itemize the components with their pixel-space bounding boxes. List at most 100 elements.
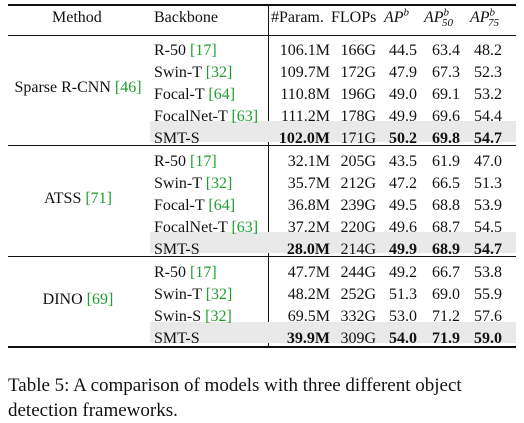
header-ap50: APb50 [424,6,454,30]
param-cell: 106.1M [279,42,330,59]
ap50-cell: 66.7 [432,264,460,281]
backbone-citation: [63] [231,219,259,236]
param-cell: 110.8M [280,86,330,103]
backbone-name: SMT-S [154,330,200,347]
backbone-name: FocalNet-T [154,108,228,125]
backbone-citation: [32] [205,286,233,303]
flops-cell: 252G [340,286,376,303]
table-caption: Table 5: A comparison of models with thr… [8,375,462,421]
header-ap75: APb75 [470,6,500,30]
flops-cell: 244G [340,264,376,281]
backbone-cell: Focal-T [64] [154,84,235,106]
table-top-rule [8,4,516,6]
flops-cell: 309G [340,330,376,347]
backbone-citation: [63] [231,108,259,125]
ap75-cell: 54.7 [474,241,502,258]
backbone-name: Swin-T [154,64,202,81]
param-cell: 39.9M [286,330,330,347]
ap-cell: 53.0 [389,308,417,325]
param-cell: 37.2M [287,219,330,236]
ap50-cell: 71.2 [432,308,460,325]
header-flops: FLOPs [331,9,377,26]
backbone-name: Swin-S [154,308,202,325]
ap50-cell: 69.0 [432,286,460,303]
ap75-cell: 48.2 [474,42,502,59]
param-cell: 36.8M [287,197,330,214]
ap-cell: 51.3 [389,286,417,303]
ap50-cell: 61.9 [432,153,460,170]
ap75-cell: 57.6 [474,308,502,325]
column-divider [268,5,269,347]
backbone-citation: [64] [208,86,236,103]
flops-cell: 171G [340,130,376,147]
backbone-citation: [32] [205,64,233,81]
backbone-cell: Focal-T [64] [154,195,235,217]
ap-cell: 47.9 [389,64,417,81]
method-dino: DINO [69] [42,291,114,308]
ap-cell: 49.9 [389,108,417,125]
header-backbone: Backbone [154,9,218,26]
backbone-name: Focal-T [154,197,205,214]
table-bottom-rule [8,346,516,348]
backbone-name: R-50 [154,42,186,59]
ap75-cell: 55.9 [474,286,502,303]
ap50-cell: 68.9 [432,241,460,258]
method-atss: ATSS [71] [43,190,112,207]
backbone-name: FocalNet-T [154,219,228,236]
highlight-smt-sparse [150,121,516,142]
method-sparse-rcnn: Sparse R-CNN [46] [14,79,142,96]
ap75-cell: 54.5 [474,219,502,236]
ap75-cell: 54.7 [474,130,502,147]
param-cell: 109.7M [279,64,330,81]
group-divider-1 [8,145,516,146]
ap-cell: 54.0 [389,330,417,347]
backbone-citation: [17] [190,264,217,281]
flops-cell: 166G [340,42,376,59]
backbone-citation: [64] [208,197,236,214]
flops-cell: 239G [340,197,376,214]
backbone-cell: R-50 [17] [154,40,217,62]
ap50-cell: 66.5 [432,175,460,192]
ap50-cell: 69.8 [432,130,460,147]
header-ap: APb [384,6,410,26]
backbone-citation: [32] [205,308,232,325]
flops-cell: 212G [340,175,376,192]
ap-cell: 49.5 [389,197,417,214]
flops-cell: 178G [340,108,376,125]
backbone-cell: FocalNet-T [63] [154,106,258,128]
backbone-cell: Swin-T [32] [154,62,232,84]
ap75-cell: 59.0 [474,330,502,347]
ap50-cell: 68.7 [432,219,460,236]
ap75-cell: 53.9 [474,197,502,214]
ap75-cell: 47.0 [474,153,502,170]
backbone-cell: R-50 [17] [154,151,217,173]
param-cell: 47.7M [287,264,330,281]
ap50-cell: 69.6 [432,108,460,125]
backbone-name: SMT-S [154,241,200,258]
param-cell: 35.7M [287,175,330,192]
ap50-cell: 67.3 [432,64,460,81]
param-cell: 102.0M [278,130,330,147]
backbone-name: Swin-T [154,286,202,303]
backbone-cell: Swin-T [32] [154,284,232,306]
ap50-cell: 69.1 [432,86,460,103]
backbone-name: Swin-T [154,175,202,192]
backbone-cell: SMT-S [154,328,200,350]
ap75-cell: 53.2 [474,86,502,103]
header-param: #Param. [271,9,324,26]
param-cell: 111.2M [280,108,330,125]
backbone-cell: SMT-S [154,239,200,261]
backbone-name: R-50 [154,264,186,281]
param-cell: 48.2M [287,286,330,303]
flops-cell: 332G [340,308,376,325]
backbone-name: Focal-T [154,86,205,103]
header-rule [8,35,516,36]
backbone-citation: [17] [190,153,217,170]
backbone-cell: SMT-S [154,128,200,150]
backbone-name: SMT-S [154,130,200,147]
group-divider-2 [8,256,516,257]
backbone-cell: R-50 [17] [154,262,217,284]
ap75-cell: 53.8 [474,264,502,281]
flops-cell: 205G [340,153,376,170]
ap-cell: 50.2 [389,130,417,147]
